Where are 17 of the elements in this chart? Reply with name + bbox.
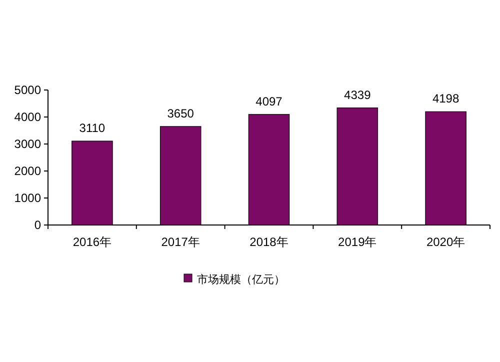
data-label: 3650 <box>167 106 194 120</box>
data-label: 4198 <box>432 92 460 106</box>
x-tick-label: 2017年 <box>161 235 200 249</box>
x-tick-label: 2020年 <box>426 235 466 249</box>
y-tick-label: 1000 <box>14 191 42 205</box>
y-tick-label: 3000 <box>14 137 42 151</box>
data-label: 3110 <box>79 121 106 136</box>
x-tick-label: 2019年 <box>338 235 377 249</box>
legend-label: 市场规模（亿元） <box>197 273 285 286</box>
data-label: 4097 <box>256 94 283 108</box>
data-label: 4339 <box>344 88 372 102</box>
y-tick-label: 0 <box>34 218 42 232</box>
x-tick-label: 2018年 <box>250 235 288 249</box>
y-tick-label: 4000 <box>14 110 42 124</box>
x-tick-label: 2016年 <box>72 235 112 249</box>
y-tick-label: 5000 <box>14 83 42 97</box>
y-tick-label: 2000 <box>14 164 42 178</box>
